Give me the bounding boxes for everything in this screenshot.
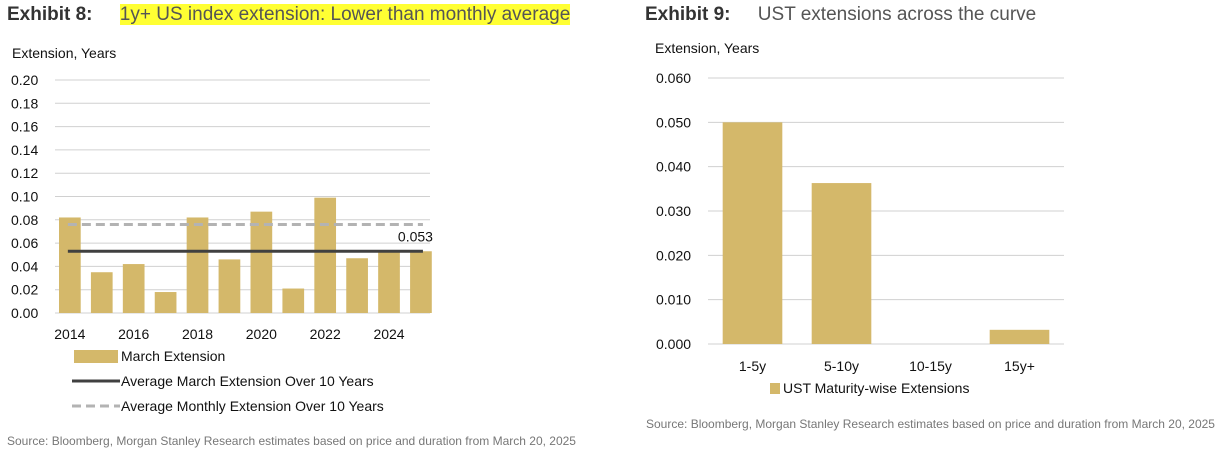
exhibit-9-title: Exhibit 9: UST extensions across the cur…: [645, 4, 1036, 26]
exhibit-8-title-part1: 1y+ US index extension:: [119, 4, 331, 25]
chart2-y-tick-label: 0.020: [656, 247, 691, 263]
chart2-bar-15y+: [989, 329, 1050, 344]
chart1-legend-bar-swatch: [74, 350, 118, 363]
chart2-x-tick-label: 15y+: [1004, 358, 1035, 374]
chart1-y-tick-label: 0.10: [11, 189, 38, 205]
exhibit-8-title: Exhibit 8: 1y+ US index extension: Lower…: [7, 4, 571, 26]
exhibit-9-panel: Exhibit 9: UST extensions across the cur…: [640, 0, 1221, 474]
chart2-bar-5-10y: [811, 183, 872, 344]
chart1-ylabel: Extension, Years: [12, 45, 117, 61]
chart1-svg: 0.20 0.18 0.16 0.14 0.12 0.10 0.08 0.06 0.04 0.02…: [11, 72, 433, 414]
chart1-bar-2016: [122, 264, 145, 313]
chart1-source: Source: Bloomberg, Morgan Stanley Resear…: [7, 434, 576, 448]
chart1-bar-2014: [59, 217, 81, 313]
chart2-x-tick-label: 10-15y: [909, 358, 952, 374]
chart1-legend-label: Average March Extension Over 10 Years: [121, 373, 374, 389]
chart2-legend-bar-swatch: [770, 383, 780, 394]
chart1-y-tick-label: 0.18: [11, 95, 38, 111]
chart1-y-tick-label: 0.00: [11, 305, 38, 321]
chart2-x-tick-label: 5-10y: [824, 358, 859, 374]
chart1-y-tick-label: 0.06: [11, 235, 38, 251]
chart1-bar-2023: [346, 258, 368, 313]
chart1-legend-label: Average Monthly Extension Over 10 Years: [121, 398, 384, 414]
chart1-bar-2019: [218, 259, 241, 313]
chart1-x-tick-label: 2020: [246, 326, 277, 342]
chart1-bar-2022: [314, 197, 337, 313]
chart2-ylabel: Extension, Years: [655, 40, 760, 56]
chart2-y-tick-label: 0.060: [656, 70, 691, 86]
chart1-bar-2020: [250, 211, 273, 313]
exhibit-8-label: Exhibit 8:: [7, 4, 93, 25]
chart1-y-tick-label: 0.08: [11, 212, 38, 228]
chart1-bar-2025: [410, 251, 432, 313]
chart2-svg: 0.060 0.050 0.040 0.030 0.020 0.010 0.000 1-5y 5…: [656, 70, 1064, 396]
chart1-bar-2015: [90, 272, 113, 313]
exhibit-8-title-part2: Lower than monthly average: [330, 4, 571, 25]
chart2-y-tick-label: 0.050: [656, 114, 691, 130]
chart1-x-tick-label: 2014: [54, 326, 85, 342]
chart1-y-tick-label: 0.04: [11, 258, 38, 274]
chart1-y-tick-label: 0.02: [11, 282, 38, 298]
chart2-y-tick-label: 0.040: [656, 159, 691, 175]
chart1-y-tick-label: 0.16: [11, 119, 38, 135]
exhibit-9-title-text: UST extensions across the curve: [757, 4, 1037, 25]
chart1-y-tick-label: 0.14: [11, 142, 38, 158]
chart1-bar-2021: [282, 288, 305, 313]
chart1-x-tick-label: 2022: [310, 326, 341, 342]
exhibit-8-panel: Exhibit 8: 1y+ US index extension: Lower…: [0, 0, 610, 474]
chart2-y-tick-label: 0.000: [656, 336, 691, 352]
chart2-x-tick-label: 1-5y: [739, 358, 766, 374]
chart1-bar-2018: [186, 217, 209, 313]
exhibit-9-label: Exhibit 9:: [645, 4, 731, 25]
chart2-y-tick-label: 0.030: [656, 203, 691, 219]
chart1-bar-2024: [378, 251, 400, 313]
chart1-x-tick-label: 2024: [373, 326, 404, 342]
chart1-legend-label: March Extension: [121, 348, 225, 364]
chart1-bar-2017: [154, 292, 177, 313]
chart2-legend-label: UST Maturity-wise Extensions: [783, 380, 969, 396]
chart1-x-tick-label: 2016: [118, 326, 149, 342]
chart1-y-tick-label: 0.20: [11, 72, 38, 88]
chart2-source: Source: Bloomberg, Morgan Stanley Resear…: [646, 417, 1215, 431]
chart1-y-tick-label: 0.12: [11, 165, 38, 181]
chart2-bar-1-5y: [722, 122, 783, 344]
chart1-x-tick-label: 2018: [182, 326, 213, 342]
chart2-y-tick-label: 0.010: [656, 292, 691, 308]
chart1-annotation-label: 0.053: [398, 228, 433, 244]
